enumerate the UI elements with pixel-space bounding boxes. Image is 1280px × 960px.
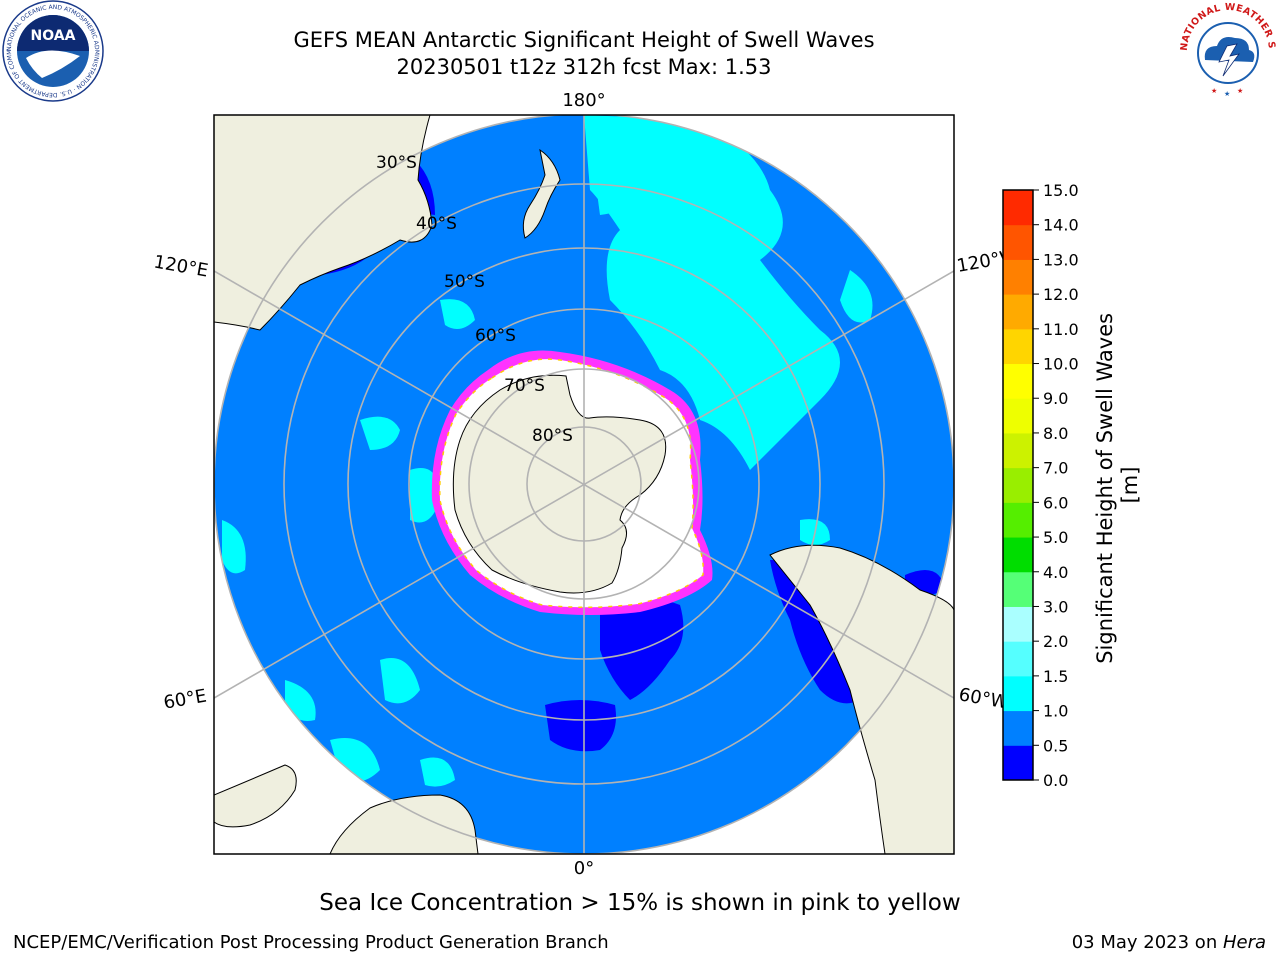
meridian-60e-120w: [214, 270, 954, 699]
chart-title: GEFS MEAN Antarctic Significant Height o…: [293, 28, 875, 52]
colorbar-frame: [1002, 189, 1034, 781]
date-text: 03 May 2023 on Hera: [1072, 932, 1266, 953]
colorbar-tick-label: 10.0: [1043, 355, 1079, 374]
lat-label: 50°S: [444, 272, 485, 292]
colorbar-swatch: [1003, 537, 1033, 573]
colorbar-swatch: [1003, 467, 1033, 503]
colorbar: 0.0 0.5 1.0 1.5 2.0 3.0 4.0 5.0 6.0 7.0 8.0 9.0 10.0…: [1002, 181, 1079, 790]
swell-patch-0-0-0-5: [600, 596, 684, 700]
colorbar-tick-label: 3.0: [1043, 597, 1068, 616]
swell-patch-1-0-1-5: [222, 520, 246, 574]
swell-patch-1-0-1-5: [420, 757, 455, 787]
swell-patch-1-0-1-5: [380, 658, 420, 704]
colorbar-swatch: [1003, 190, 1033, 226]
colorbar-tick-label: 6.0: [1043, 493, 1068, 512]
colorbar-tick-label: 11.0: [1043, 320, 1079, 339]
lon-label-60e: 60°E: [162, 685, 208, 713]
colorbar-tick-label: 5.0: [1043, 528, 1068, 547]
svg-text:★: ★: [1211, 87, 1217, 95]
colorbar-tick-label: 8.0: [1043, 424, 1068, 443]
land-madagascar: [214, 764, 297, 828]
colorbar-swatch: [1003, 606, 1033, 642]
lat-label: 80°S: [532, 426, 573, 446]
land-new-zealand: [522, 148, 561, 239]
svg-text:★: ★: [1224, 90, 1230, 98]
credit-text: NCEP/EMC/Verification Post Processing Pr…: [13, 932, 609, 953]
swell-patch-1-0-1-5: [285, 680, 316, 721]
colorbar-swatch: [1003, 398, 1033, 434]
colorbar-swatch: [1003, 745, 1033, 781]
land-africa: [329, 794, 479, 854]
map-frame: [213, 114, 955, 855]
nws-logo: NATIONAL WEATHER SERVICE ★ ★ ★: [1177, 0, 1277, 100]
colorbar-swatch: [1003, 502, 1033, 538]
colorbar-label-line2: [m]: [1118, 467, 1142, 504]
colorbar-tick-label: 4.0: [1043, 563, 1068, 582]
land-antarctica: [452, 374, 667, 594]
noaa-logo: NATIONAL OCEANIC AND ATMOSPHERIC ADMINIS…: [2, 0, 104, 102]
colorbar-tick-label: 0.0: [1043, 771, 1068, 790]
colorbar-swatch: [1003, 641, 1033, 677]
colorbar-tick-label: 13.0: [1043, 250, 1079, 269]
colorbar-tick-label: 0.5: [1043, 736, 1068, 755]
colorbar-tick-label: 12.0: [1043, 285, 1079, 304]
machine-name: Hera: [1222, 932, 1266, 953]
lon-label-120e: 120°E: [152, 251, 210, 281]
colorbar-tick-label: 14.0: [1043, 216, 1079, 235]
lon-label-60w: 60°W: [957, 684, 1010, 713]
lat-label: 40°S: [416, 214, 457, 234]
lon-label-180: 180°: [562, 90, 605, 111]
lon-label-0: 0°: [574, 858, 594, 879]
colorbar-swatch: [1003, 363, 1033, 399]
colorbar-tick-label: 1.0: [1043, 702, 1068, 721]
svg-text:★: ★: [1237, 87, 1243, 95]
land-south-america: [769, 544, 954, 854]
svg-text:NOAA: NOAA: [31, 28, 76, 44]
colorbar-swatch: [1003, 710, 1033, 746]
colorbar-tick-label: 2.0: [1043, 632, 1068, 651]
colorbar-swatch: [1003, 294, 1033, 330]
swell-patch-1-0-1-5: [590, 140, 660, 215]
colorbar-tick-label: 7.0: [1043, 459, 1068, 478]
colorbar-tick-label: 9.0: [1043, 389, 1068, 408]
colorbar-tick-label: 15.0: [1043, 181, 1079, 200]
swell-patch-1-0-1-5: [660, 226, 727, 290]
colorbar-tick-label: 1.5: [1043, 667, 1068, 686]
colorbar-swatch: [1003, 224, 1033, 260]
chart-subtitle: 20230501 t12z 312h fcst Max: 1.53: [396, 55, 772, 79]
colorbar-swatch: [1003, 675, 1033, 712]
colorbar-swatch: [1003, 259, 1033, 295]
swell-patch-1-0-1-5: [840, 270, 873, 323]
swell-patch-1-0-1-5: [584, 115, 840, 470]
colorbar-label-line1: Significant Height of Swell Waves: [1093, 313, 1117, 664]
lat-label: 60°S: [475, 326, 516, 346]
date-prefix: 03 May 2023 on: [1071, 932, 1223, 953]
sea-ice-note: Sea Ice Concentration > 15% is shown in …: [319, 890, 961, 916]
colorbar-swatch: [1003, 432, 1033, 469]
colorbar-swatch: [1003, 328, 1033, 365]
swell-patch-0-0-0-5: [545, 700, 616, 752]
colorbar-swatch: [1003, 571, 1033, 607]
lat-label: 30°S: [376, 153, 417, 173]
swell-patch-1-0-1-5: [360, 416, 400, 450]
lat-label: 70°S: [504, 376, 545, 396]
colorbar-label: Significant Height of Swell Waves [m]: [1093, 306, 1142, 664]
swell-patch-1-0-1-5: [440, 299, 475, 329]
